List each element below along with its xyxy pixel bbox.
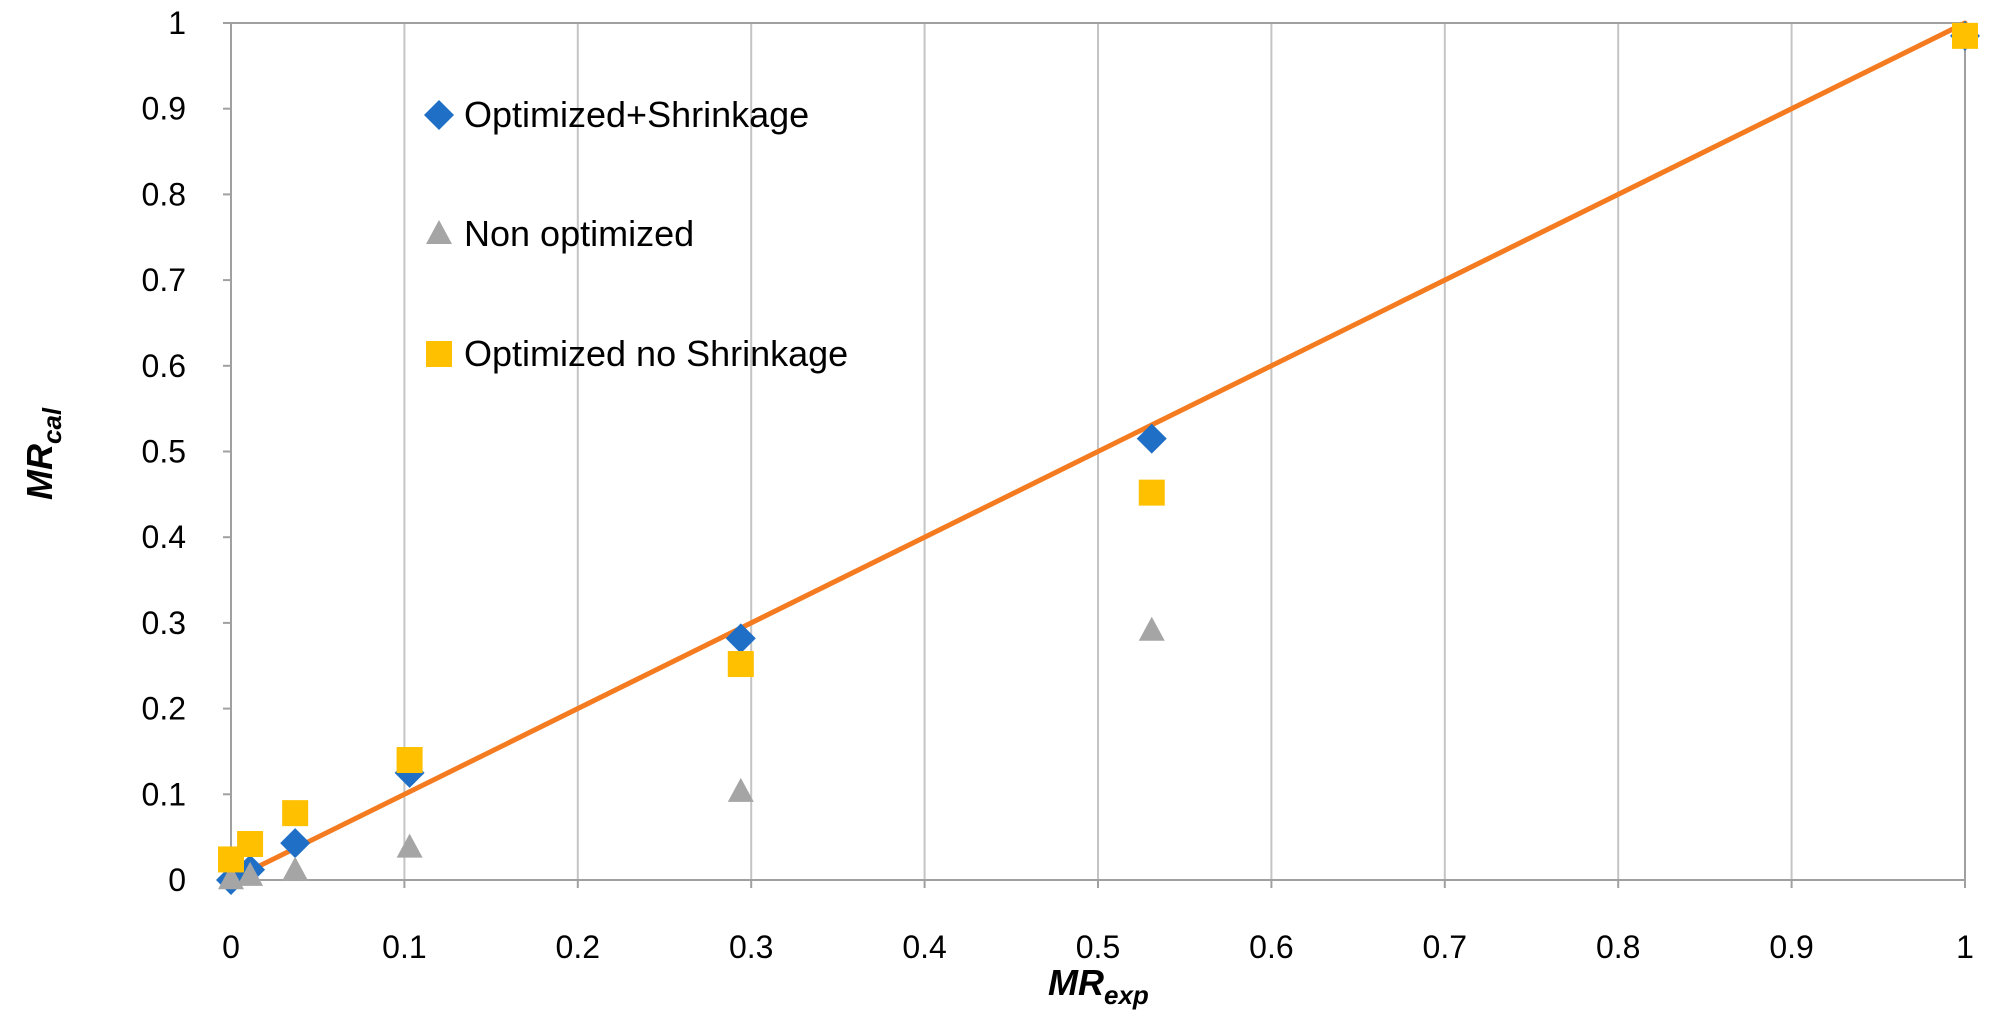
diamond-point [1136,423,1167,454]
square-point [237,831,264,858]
x-tick-label: 0.6 [1249,929,1293,965]
y-tick-label: 1 [168,5,186,41]
axis-ticks: 0 0.1 0.2 0.3 0.4 0.5 0.6 0.7 0.8 0.9 1 0 0.1 0.2 0.3 0… [142,5,1974,965]
legend-label: Optimized+Shrinkage [464,94,809,135]
y-tick-label: 0.7 [142,262,186,298]
legend-label: Optimized no Shrinkage [464,333,848,374]
y-axis-title-subscript: cal [37,407,67,444]
square-point [282,800,309,827]
x-tick-label: 0.5 [1076,929,1120,965]
reference-line-layer [228,20,1968,883]
y-tick-label: 0.1 [142,776,186,812]
diamond-point [725,623,756,654]
triangle-point [237,861,264,886]
y-tick-label: 0.6 [142,348,186,384]
legend-diamond-marker [424,100,454,130]
legend-entry-non-optimized: Non optimized [426,213,694,254]
square-point [727,651,754,678]
triangle-point [396,833,423,858]
x-tick-label: 0.3 [729,929,773,965]
triangle-point [1138,616,1165,641]
legend-triangle-marker [426,220,452,244]
square-point [1138,479,1165,506]
x-tick-label: 0.4 [902,929,946,965]
x-axis-title: MRexp [1048,962,1149,1010]
diamond-point [280,828,311,859]
legend-square-marker [426,341,452,367]
x-tick-label: 0.8 [1596,929,1640,965]
x-tick-label: 0.1 [382,929,426,965]
square-point [1952,22,1978,49]
x-tick-label: 1 [1956,929,1974,965]
y-tick-label: 0 [168,862,186,898]
data-series [216,20,1980,895]
y-tick-label: 0.4 [142,519,186,555]
y-tick-label: 0.2 [142,691,186,727]
legend-entry-optimized-no-shrinkage: Optimized no Shrinkage [426,333,848,374]
x-tick-label: 0.2 [556,929,600,965]
y-tick-label: 0.3 [142,605,186,641]
y-tick-label: 0.8 [142,176,186,212]
y-axis-title: MRcal [19,407,67,500]
triangle-point [282,856,309,881]
x-tick-label: 0.7 [1423,929,1467,965]
y-axis-title-main: MR [19,444,60,500]
triangle-point [727,777,754,802]
series-square [218,22,1978,873]
x-axis-title-subscript: exp [1104,980,1149,1010]
legend-entry-optimized-shrinkage: Optimized+Shrinkage [424,94,809,135]
x-tick-label: 0 [222,929,240,965]
triangle-point [218,865,244,890]
y-tick-label: 0.5 [142,434,186,470]
legend: Optimized+Shrinkage Non optimized Optimi… [424,94,848,374]
reference-line [228,20,1968,883]
legend-label: Non optimized [464,213,694,254]
x-axis-title-main: MR [1048,962,1104,1003]
x-tick-label: 0.9 [1769,929,1813,965]
y-tick-label: 0.9 [142,91,186,127]
square-point [396,747,423,774]
